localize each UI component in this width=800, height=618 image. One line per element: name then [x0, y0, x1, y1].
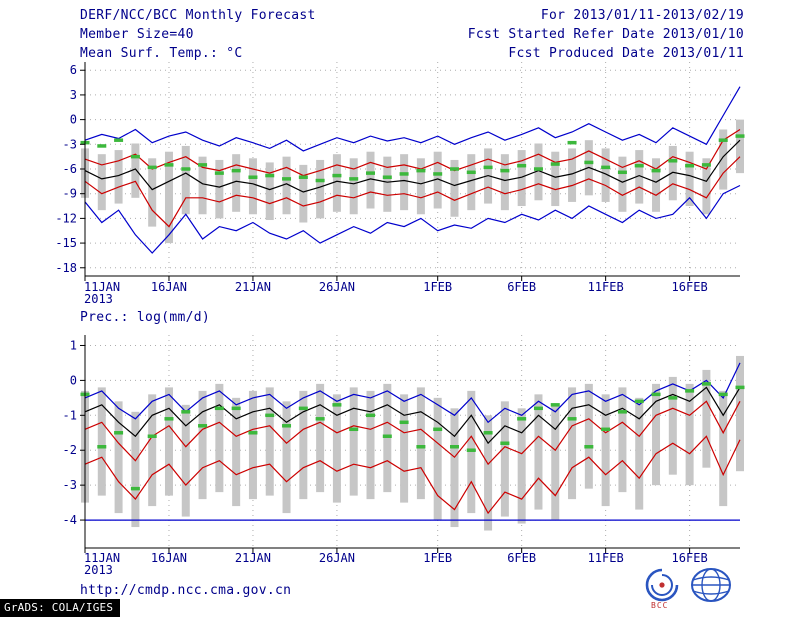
svg-text:16JAN: 16JAN — [151, 280, 187, 294]
svg-text:16JAN: 16JAN — [151, 551, 187, 565]
header-member-size: Member Size=40 — [80, 27, 194, 42]
svg-text:1: 1 — [70, 338, 77, 352]
svg-text:6: 6 — [70, 63, 77, 77]
header-fcst-started: Fcst Started Refer Date 2013/01/10 — [467, 27, 744, 42]
precip-chart-title: Prec.: log(mm/d) — [80, 310, 211, 325]
svg-text:3: 3 — [70, 88, 77, 102]
svg-text:26JAN: 26JAN — [319, 280, 355, 294]
header-for-range: For 2013/01/11-2013/02/19 — [540, 8, 744, 23]
footer-url: http://cmdp.ncc.cma.gov.cn — [80, 583, 292, 598]
svg-text:11FEB: 11FEB — [588, 280, 624, 294]
grads-credit: GrADS: COLA/IGES — [0, 599, 121, 617]
bcc-logo-label: BCC — [651, 601, 669, 610]
svg-text:0: 0 — [70, 113, 77, 127]
svg-text:1FEB: 1FEB — [423, 551, 452, 565]
svg-text:0: 0 — [70, 373, 77, 387]
svg-text:2013: 2013 — [84, 292, 113, 306]
svg-text:-15: -15 — [55, 236, 77, 250]
svg-text:2013: 2013 — [84, 563, 113, 577]
svg-text:1FEB: 1FEB — [423, 280, 452, 294]
svg-text:-1: -1 — [63, 408, 77, 422]
svg-text:-6: -6 — [63, 162, 77, 176]
cmc-logo — [691, 568, 731, 602]
svg-text:21JAN: 21JAN — [235, 280, 271, 294]
svg-text:-3: -3 — [63, 478, 77, 492]
header-fcst-produced: Fcst Produced Date 2013/01/11 — [508, 46, 744, 61]
svg-text:-3: -3 — [63, 137, 77, 151]
svg-text:16FEB: 16FEB — [672, 551, 708, 565]
svg-text:11JAN: 11JAN — [84, 551, 120, 565]
temperature-chart-title: Mean Surf. Temp.: °C — [80, 46, 243, 61]
svg-text:6FEB: 6FEB — [507, 551, 536, 565]
header-title: DERF/NCC/BCC Monthly Forecast — [80, 8, 316, 23]
svg-text:11JAN: 11JAN — [84, 280, 120, 294]
svg-text:11FEB: 11FEB — [588, 551, 624, 565]
svg-text:-9: -9 — [63, 187, 77, 201]
svg-text:26JAN: 26JAN — [319, 551, 355, 565]
svg-text:-18: -18 — [55, 261, 77, 275]
svg-text:-4: -4 — [63, 513, 77, 527]
bcc-logo — [645, 568, 679, 602]
svg-text:-2: -2 — [63, 443, 77, 457]
svg-text:21JAN: 21JAN — [235, 551, 271, 565]
svg-text:-12: -12 — [55, 211, 77, 225]
svg-text:6FEB: 6FEB — [507, 280, 536, 294]
svg-text:16FEB: 16FEB — [672, 280, 708, 294]
